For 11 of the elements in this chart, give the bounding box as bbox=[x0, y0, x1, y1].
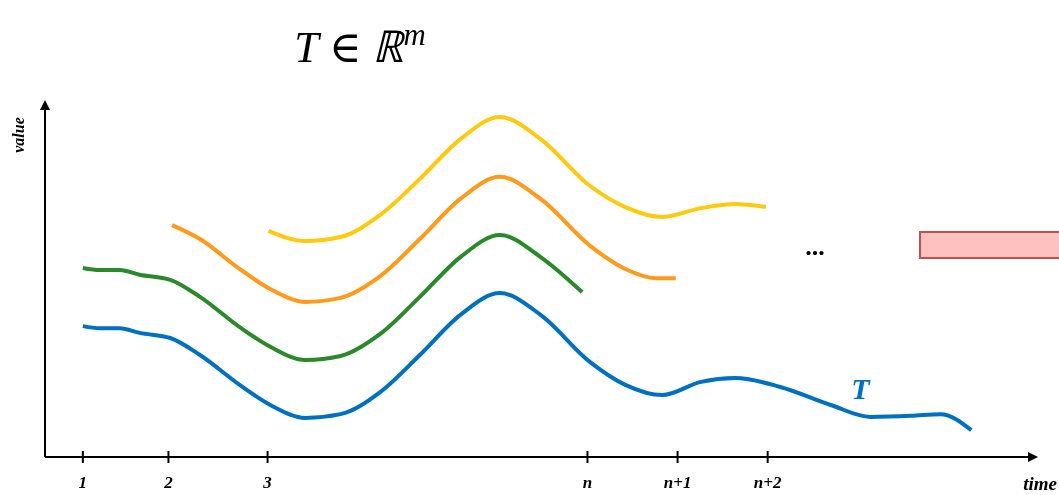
annotation: ... bbox=[805, 232, 825, 261]
x-tick-label: n+2 bbox=[753, 473, 782, 492]
x-axis-title: time bbox=[1023, 473, 1058, 494]
x-tick-label: n+1 bbox=[663, 473, 692, 492]
chart-title: T ∈ ℝ$^{m}$ bbox=[294, 18, 426, 72]
x-tick-label: n bbox=[582, 473, 593, 492]
series-label: T bbox=[851, 371, 872, 405]
x-tick-label: 3 bbox=[262, 473, 273, 492]
y-axis-title: value bbox=[10, 117, 27, 153]
x-tick-label: 1 bbox=[78, 473, 88, 492]
x-tick-label: 2 bbox=[163, 473, 174, 492]
